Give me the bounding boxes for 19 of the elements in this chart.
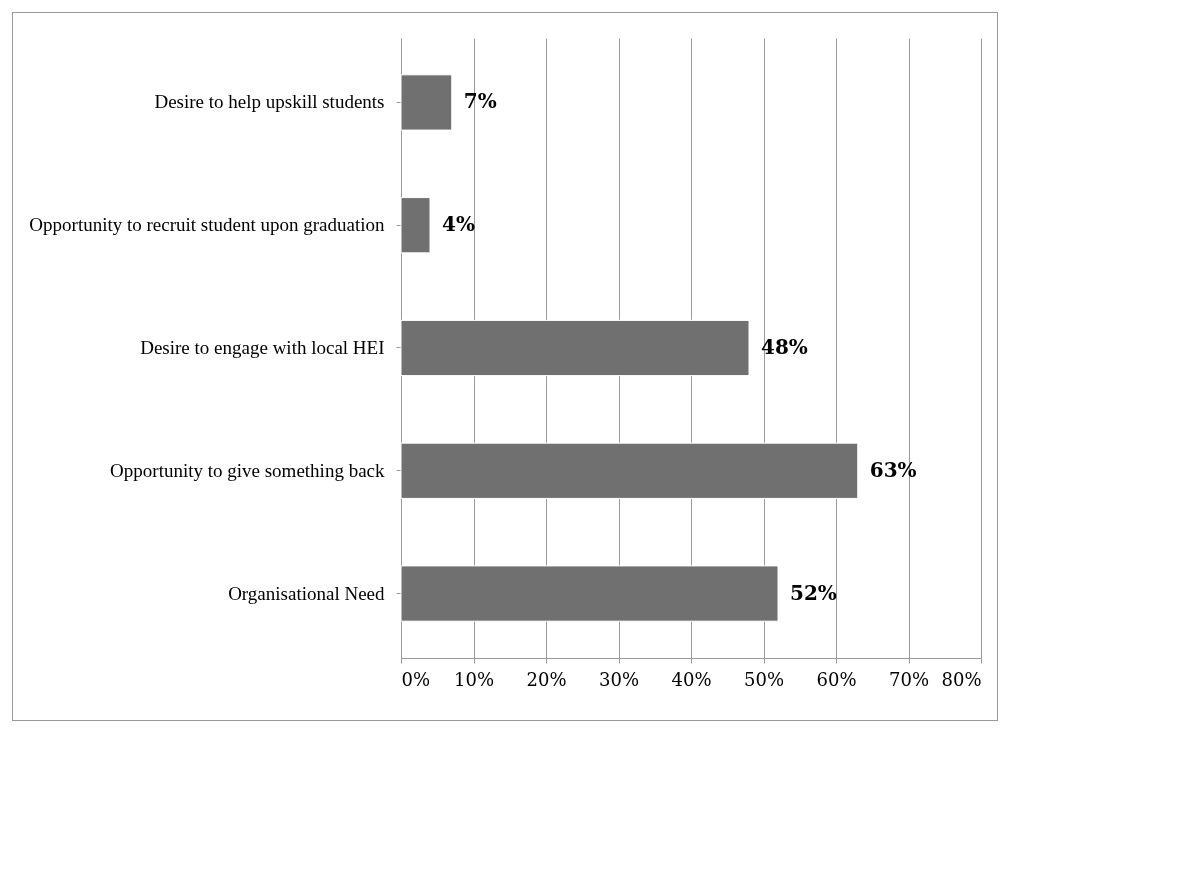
data-label: 48%: [761, 335, 808, 359]
y-tick-label: Opportunity to give something back: [110, 459, 385, 481]
data-label: 63%: [869, 457, 917, 482]
x-tick-label: 20%: [526, 668, 567, 690]
x-tick-label: 40%: [671, 668, 712, 690]
x-tick-label: 10%: [453, 668, 495, 690]
x-tick-label: 50%: [743, 668, 785, 690]
y-tick-label: Organisational Need: [228, 582, 385, 604]
y-tick-label: Desire to help upskill students: [154, 91, 385, 113]
y-tick-label: Desire to engage with local HEI: [140, 337, 385, 358]
x-tick-label: 70%: [888, 668, 930, 690]
data-label: 7%: [463, 89, 497, 114]
data-label: 4%: [442, 212, 475, 237]
data-label: 52%: [790, 580, 837, 605]
x-tick-label: 80%: [941, 668, 982, 690]
x-tick-label: 0%: [401, 668, 431, 690]
x-tick-label: 60%: [816, 668, 857, 690]
y-tick-label: Opportunity to recruit student upon graduation: [29, 214, 385, 236]
x-tick-label: 30%: [598, 668, 640, 690]
